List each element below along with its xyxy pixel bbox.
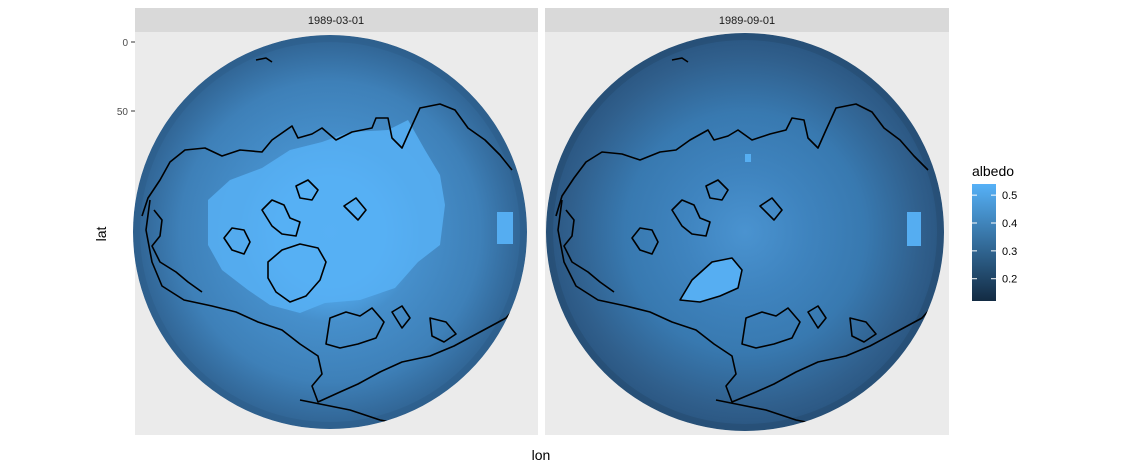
legend-tick-label: 0.3 xyxy=(1002,246,1017,258)
coastline-eurasia-1 xyxy=(145,199,523,403)
legend-tick-label: 0.4 xyxy=(1002,218,1017,230)
bright-patch-1 xyxy=(497,212,513,244)
legend-tick-label: 0.2 xyxy=(1002,274,1017,286)
coastline-west-1 xyxy=(151,209,203,293)
strip-label-2: 1989-09-01 xyxy=(719,15,775,27)
coastline-west-2 xyxy=(563,209,615,293)
coastline-hudson-1 xyxy=(223,227,251,255)
panel-2: 1989-09-01 xyxy=(545,8,949,435)
coastline-greenland-1 xyxy=(267,243,327,303)
coastline-arctic-isles-2 xyxy=(671,179,783,237)
bright-patch-2 xyxy=(907,212,921,246)
strip-label-1: 1989-03-01 xyxy=(308,15,364,27)
coastline-greenland-2 xyxy=(679,257,743,303)
greenland-ice-2 xyxy=(680,258,742,302)
lat-tick-label-50: 50 xyxy=(117,107,129,118)
albedo-field-2 xyxy=(546,33,944,431)
legend-tick-label: 0.5 xyxy=(1002,190,1017,202)
coastline-hudson-2 xyxy=(631,227,659,255)
legend-title: albedo xyxy=(972,163,1014,179)
coastline-north-america-2 xyxy=(555,103,929,217)
coastline-europe-2 xyxy=(741,305,877,349)
coastline-arctic-isles-1 xyxy=(261,179,367,237)
coastline-north-america-1 xyxy=(141,103,513,217)
panel-1: 1989-03-01 0 50 xyxy=(117,8,538,435)
coastline-europe-1 xyxy=(325,305,457,349)
coastline-eurasia-2 xyxy=(557,199,939,403)
strip-2 xyxy=(545,8,949,32)
legend-colorbar xyxy=(972,184,996,301)
x-axis-title: lon xyxy=(532,447,551,463)
legend: albedo 0.5 0.4 0.3 0.2 xyxy=(972,163,1017,301)
lat-tick-label-0: 0 xyxy=(122,38,128,49)
strip-1 xyxy=(135,8,538,32)
y-axis-title: lat xyxy=(93,227,109,242)
